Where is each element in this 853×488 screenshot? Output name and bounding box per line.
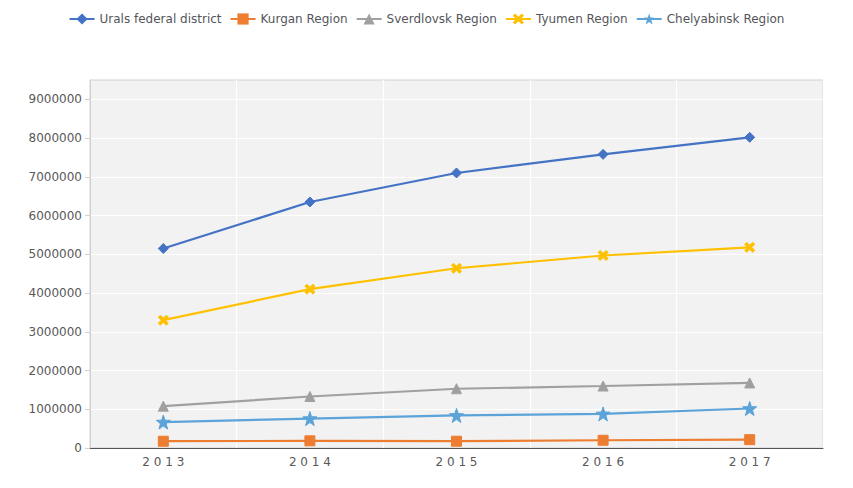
svg-text:2000000: 2000000 — [29, 364, 82, 378]
svg-text:Chelyabinsk Region: Chelyabinsk Region — [667, 12, 785, 26]
svg-text:0: 0 — [74, 441, 82, 455]
svg-text:3000000: 3000000 — [29, 325, 82, 339]
svg-text:4000000: 4000000 — [29, 286, 82, 300]
svg-text:Tyumen Region: Tyumen Region — [535, 12, 628, 26]
svg-text:Sverdlovsk Region: Sverdlovsk Region — [387, 12, 497, 26]
svg-text:6000000: 6000000 — [29, 209, 82, 223]
svg-text:1000000: 1000000 — [29, 402, 82, 416]
svg-text:2 0 1 5: 2 0 1 5 — [436, 455, 478, 469]
svg-text:7000000: 7000000 — [29, 170, 82, 184]
svg-text:5000000: 5000000 — [29, 247, 82, 261]
svg-text:8000000: 8000000 — [29, 131, 82, 145]
svg-text:Urals federal district: Urals federal district — [100, 12, 222, 26]
svg-text:9000000: 9000000 — [29, 92, 82, 106]
svg-text:2 0 1 6: 2 0 1 6 — [582, 455, 624, 469]
svg-text:2 0 1 4: 2 0 1 4 — [289, 455, 331, 469]
svg-text:2 0 1 7: 2 0 1 7 — [729, 455, 771, 469]
svg-text:2 0 1 3: 2 0 1 3 — [142, 455, 184, 469]
svg-text:Kurgan Region: Kurgan Region — [261, 12, 348, 26]
